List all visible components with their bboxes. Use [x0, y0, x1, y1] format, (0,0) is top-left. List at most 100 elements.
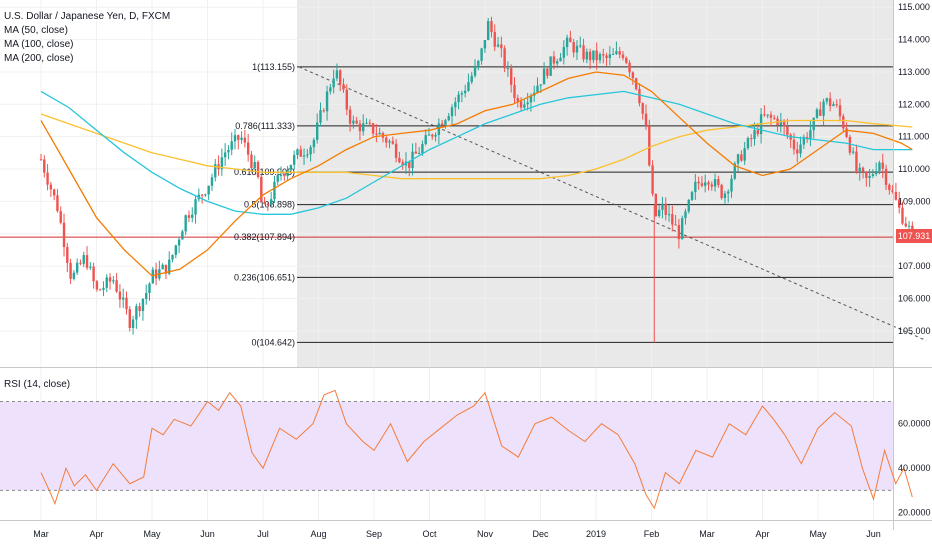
candle-body: [884, 168, 888, 185]
candle-body: [125, 297, 128, 310]
candle-body: [368, 122, 372, 124]
candle-body: [579, 45, 582, 47]
time-tick-label: Jul: [257, 529, 269, 539]
candle-body: [279, 175, 283, 177]
candle-body: [128, 309, 131, 328]
candle-body: [473, 65, 477, 76]
ma50-line: [40, 71, 913, 277]
candle-body: [644, 113, 648, 126]
candle-body: [700, 183, 704, 186]
candle-body: [148, 283, 151, 294]
candle-body: [49, 184, 53, 190]
candle-body: [598, 54, 602, 61]
price-tick-label: 106.000: [898, 293, 931, 303]
candle-body: [292, 155, 296, 165]
candle-body: [59, 211, 62, 223]
candle-body: [246, 142, 250, 155]
price-candles: [39, 16, 914, 343]
candle-body: [562, 47, 566, 58]
candle-body: [519, 101, 523, 108]
time-tick-label: Apr: [89, 529, 103, 539]
legend-ma100[interactable]: MA (100, close): [4, 39, 74, 50]
candle-body: [230, 141, 233, 150]
candle-body: [861, 167, 865, 172]
candle-body: [694, 181, 697, 193]
candle-body: [516, 98, 519, 102]
candle-body: [177, 239, 181, 246]
candle-body: [289, 164, 293, 170]
fibonacci-retracement[interactable]: 1(113.155)0.786(111.333)0.618(109.903)0.…: [0, 62, 893, 347]
candle-body: [131, 319, 135, 328]
candle-body: [434, 134, 437, 137]
trend-line[interactable]: [298, 66, 927, 341]
fib-shaded-region: [297, 0, 893, 367]
price-tick-label: 114.000: [898, 35, 930, 45]
candle-body: [256, 162, 260, 177]
candle-body: [457, 94, 460, 103]
candle-body: [82, 255, 85, 264]
candle-body: [102, 287, 105, 290]
candle-body: [112, 280, 115, 282]
candle-body: [897, 199, 901, 208]
fib-level-label: 0.786(111.333): [235, 121, 295, 131]
candle-body: [52, 189, 56, 196]
candle-body: [911, 225, 914, 230]
candle-body: [595, 50, 598, 61]
candle-body: [588, 51, 592, 61]
time-tick-label: Mar: [33, 529, 49, 539]
candle-body: [316, 122, 319, 140]
candle-body: [273, 181, 276, 200]
candle-body: [546, 68, 549, 76]
candle-body: [424, 135, 427, 145]
candle-body: [43, 159, 46, 173]
candle-body: [168, 259, 171, 274]
candle-body: [260, 176, 263, 203]
legend-ma50[interactable]: MA (50, close): [4, 25, 68, 36]
candle-body: [450, 107, 454, 117]
candle-body: [641, 103, 644, 114]
fib-level-label: 0.236(106.651): [234, 272, 295, 282]
candle-body: [664, 203, 667, 215]
time-axis[interactable]: Mar Apr May Jun Jul Aug Sep Oct Nov Dec 2019 Feb Mar…: [33, 529, 881, 539]
candle-body: [477, 60, 480, 66]
candle-body: [753, 130, 756, 139]
candle-body: [727, 191, 730, 194]
candle-body: [851, 151, 855, 153]
candle-body: [621, 54, 625, 58]
candle-body: [345, 89, 348, 110]
candle-body: [463, 90, 467, 94]
candle-body: [335, 70, 339, 79]
candle-body: [394, 143, 398, 158]
candle-body: [608, 54, 612, 59]
candle-body: [779, 120, 783, 126]
candle-body: [677, 225, 681, 240]
candle-body: [585, 51, 589, 60]
candle-body: [766, 114, 769, 116]
candle-body: [901, 207, 904, 224]
candle-body: [312, 139, 316, 148]
ma100-line: [40, 90, 913, 215]
candle-body: [108, 277, 112, 282]
candle-body: [408, 161, 411, 169]
time-tick-label: Mar: [699, 529, 715, 539]
candle-body: [628, 62, 631, 73]
candle-body: [233, 135, 237, 142]
candle-body: [378, 132, 381, 135]
price-axis[interactable]: 115.000 114.000 113.000 112.000 111.000 110.0…: [898, 2, 931, 336]
candle-body: [569, 37, 572, 43]
symbol-title[interactable]: U.S. Dollar / Japanese Yen, D, FXCM: [4, 11, 171, 22]
candle-body: [523, 104, 526, 108]
candle-body: [66, 247, 69, 263]
candle-body: [615, 51, 618, 54]
candle-body: [490, 21, 493, 33]
candle-body: [204, 194, 207, 196]
candle-body: [115, 280, 118, 292]
candle-body: [98, 289, 102, 291]
price-tick-label: 107.000: [898, 261, 931, 271]
legend-ma200[interactable]: MA (200, close): [4, 53, 74, 64]
candle-body: [707, 182, 710, 185]
candle-body: [697, 181, 700, 184]
rsi-title[interactable]: RSI (14, close): [4, 379, 71, 390]
rsi-axis[interactable]: 60.0000 40.0000 20.0000: [898, 419, 931, 518]
